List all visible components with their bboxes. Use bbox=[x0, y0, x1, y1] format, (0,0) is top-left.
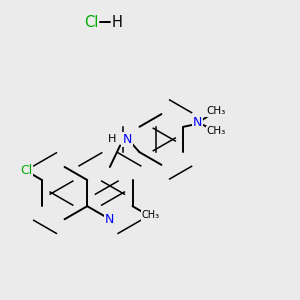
Text: H: H bbox=[108, 134, 116, 145]
Text: CH₃: CH₃ bbox=[206, 106, 225, 116]
Text: N: N bbox=[105, 213, 115, 226]
Text: CH₃: CH₃ bbox=[207, 126, 226, 136]
Text: N: N bbox=[122, 133, 132, 146]
Text: H: H bbox=[111, 15, 122, 30]
Text: N: N bbox=[193, 116, 203, 129]
Text: CH₃: CH₃ bbox=[142, 210, 160, 220]
Text: Cl: Cl bbox=[20, 164, 32, 177]
Text: Cl: Cl bbox=[85, 15, 99, 30]
